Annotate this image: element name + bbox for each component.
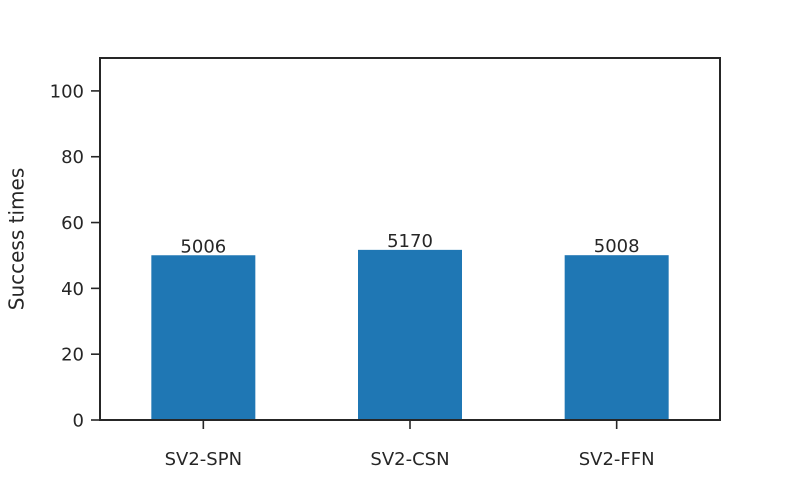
plot-frame <box>99 57 721 421</box>
x-axis: SV2-SPN SV2-CSN SV2-FFN <box>165 420 655 470</box>
x-tick-label: SV2-FFN <box>579 449 655 470</box>
y-tick-label: 40 <box>61 279 84 300</box>
y-tick-label: 100 <box>50 81 84 102</box>
bars-group <box>151 249 669 420</box>
y-tick-label: 60 <box>61 213 84 234</box>
bar-value-label: 5006 <box>180 236 226 257</box>
bar-sv2-ffn <box>564 255 669 420</box>
bar-value-label: 5008 <box>594 236 640 257</box>
bar-value-label: 5170 <box>387 231 433 252</box>
y-tick-label: 80 <box>61 147 84 168</box>
x-tick-label: SV2-SPN <box>165 449 242 470</box>
bar-sv2-csn <box>358 249 462 420</box>
y-axis: 0 20 40 60 80 100 <box>50 81 100 432</box>
x-tick-label: SV2-CSN <box>370 449 449 470</box>
y-tick-label: 20 <box>61 345 84 366</box>
y-tick-label: 0 <box>73 411 84 432</box>
y-axis-label: Success times <box>5 168 29 310</box>
bar-sv2-spn <box>151 255 256 420</box>
data-labels-group: 5006 5170 5008 <box>180 231 639 257</box>
